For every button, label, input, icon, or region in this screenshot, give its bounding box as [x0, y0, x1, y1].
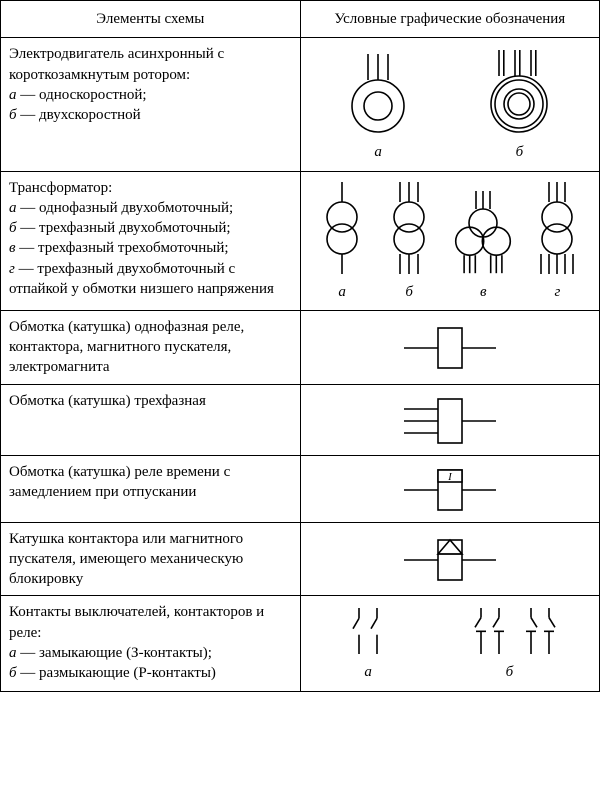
table-row: Обмотка (катушка) реле времени с замедле…: [1, 455, 600, 522]
symbol-coil_rect: [404, 324, 496, 372]
row-symbols: аб: [300, 38, 600, 171]
symbol-motor_single: а: [347, 52, 409, 162]
header-left: Элементы схемы: [1, 1, 301, 38]
symbol-contact_nc_group: б: [459, 606, 559, 682]
symbol-label: а: [364, 662, 372, 682]
symbol-xfmr_2w: а: [315, 182, 369, 302]
symbol-xfmr_2w_tap: г: [530, 182, 584, 302]
symbol-coil_rect_tri: [404, 536, 496, 584]
row-text: Обмотка (катушка) реле времени с замедле…: [1, 455, 301, 522]
row-text: Обмотка (катушка) однофазная реле, конта…: [1, 310, 301, 384]
symbol-label: а: [338, 282, 346, 302]
row-text: Трансформатор:а — однофазный двухобмоточ…: [1, 171, 301, 310]
symbol-xfmr_2w: б: [382, 182, 436, 302]
header-right: Условные графические обозначения: [300, 1, 600, 38]
symbol-xfmr_3w: в: [449, 191, 517, 301]
symbol-label: в: [480, 282, 487, 302]
row-symbols: [300, 522, 600, 596]
row-symbols: [300, 384, 600, 455]
symbol-coil_rect: [404, 395, 496, 447]
symbol-table: Элементы схемы Условные графические обоз…: [0, 0, 600, 692]
row-text: Электродвигатель асинхронный с короткоза…: [1, 38, 301, 171]
symbol-motor_double: б: [486, 48, 552, 162]
row-text: Обмотка (катушка) трехфазная: [1, 384, 301, 455]
row-symbols: а б в г: [300, 171, 600, 310]
row-text: Катушка контактора или магнитного пускат…: [1, 522, 301, 596]
symbol-contact_no_pair: а: [340, 606, 396, 682]
table-row: Контакты выключателей, контакторов и рел…: [1, 596, 600, 691]
symbol-label: б: [516, 142, 524, 162]
row-text: Контакты выключателей, контакторов и рел…: [1, 596, 301, 691]
table-row: Обмотка (катушка) однофазная реле, конта…: [1, 310, 600, 384]
symbol-label: г: [555, 282, 561, 302]
table-row: Обмотка (катушка) трехфазная: [1, 384, 600, 455]
symbol-coil_rect_top: I: [404, 466, 496, 514]
row-symbols: I: [300, 455, 600, 522]
table-row: Катушка контактора или магнитного пускат…: [1, 522, 600, 596]
row-symbols: аб: [300, 596, 600, 691]
table-row: Трансформатор:а — однофазный двухобмоточ…: [1, 171, 600, 310]
symbol-label: б: [506, 662, 514, 682]
symbol-label: б: [405, 282, 413, 302]
table-row: Электродвигатель асинхронный с короткоза…: [1, 38, 600, 171]
row-symbols: [300, 310, 600, 384]
symbol-label: а: [374, 142, 382, 162]
